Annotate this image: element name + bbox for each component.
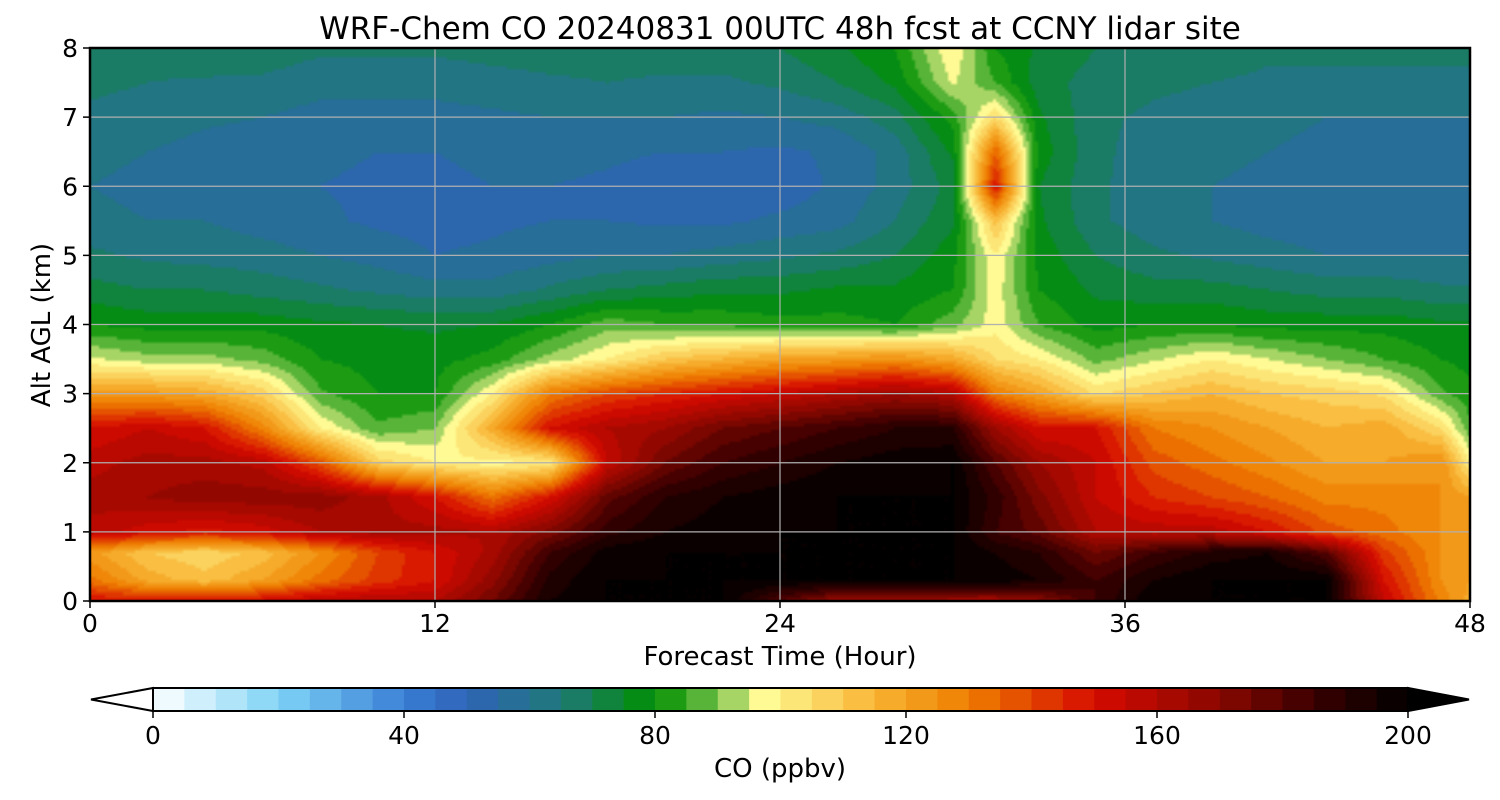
colorbar-level — [811, 688, 844, 711]
colorbar-level — [1282, 688, 1315, 711]
x-tick-label: 0 — [82, 609, 98, 638]
y-tick-label: 4 — [62, 311, 78, 340]
colorbar-extend-high — [1407, 686, 1470, 713]
y-tick-label: 3 — [62, 380, 78, 409]
colorbar-extend-low — [90, 686, 154, 713]
colorbar-level — [1345, 688, 1378, 711]
colorbar-level — [1031, 688, 1064, 711]
colorbar-tick-label: 120 — [882, 721, 930, 750]
colorbar-level — [874, 688, 907, 711]
x-tick-label: 48 — [1454, 609, 1486, 638]
colorbar-level — [215, 688, 248, 711]
colorbar-level — [404, 688, 436, 711]
colorbar-level — [780, 688, 813, 711]
colorbar-level — [1125, 688, 1158, 711]
colorbar-level — [1094, 688, 1127, 711]
colorbar-level — [1000, 688, 1033, 711]
colorbar-level — [466, 688, 499, 711]
colorbar-level — [686, 688, 719, 711]
colorbar-level — [1219, 688, 1252, 711]
x-tick-label: 12 — [419, 609, 451, 638]
colorbar-level — [1313, 688, 1346, 711]
colorbar-level — [1157, 688, 1189, 711]
y-tick-label: 8 — [62, 34, 78, 63]
colorbar-tick-label: 160 — [1133, 721, 1181, 750]
colorbar-level — [498, 688, 531, 711]
x-axis: 0 12 24 36 48 — [82, 601, 1486, 638]
colorbar-segments — [153, 688, 1409, 711]
colorbar-level — [247, 688, 280, 711]
colorbar-level — [968, 688, 1001, 711]
colorbar-tick-label: 80 — [639, 721, 671, 750]
colorbar-level — [843, 688, 876, 711]
colorbar-level — [153, 688, 185, 711]
colorbar-level — [529, 688, 562, 711]
colorbar-level — [1376, 688, 1409, 711]
colorbar-label: CO (ppbv) — [714, 754, 846, 784]
colorbar-tick-label: 0 — [145, 721, 161, 750]
colorbar-level — [184, 688, 217, 711]
chart-title: WRF-Chem CO 20240831 00UTC 48h fcst at C… — [319, 11, 1241, 47]
colorbar-level — [717, 688, 750, 711]
y-tick-label: 6 — [62, 172, 78, 201]
colorbar-frame — [152, 687, 1409, 712]
x-tick-label: 36 — [1109, 609, 1141, 638]
colorbar-level — [655, 688, 687, 711]
colorbar-level — [278, 688, 311, 711]
y-tick-label: 1 — [62, 518, 78, 547]
colorbar-level — [937, 688, 970, 711]
colorbar-level — [309, 688, 342, 711]
colorbar-level — [749, 688, 782, 711]
y-tick-label: 7 — [62, 103, 78, 132]
colorbar-level — [623, 688, 656, 711]
colorbar-ticks: 0 40 80 120 160 200 — [145, 711, 1432, 750]
colorbar-tick-label: 200 — [1384, 721, 1432, 750]
x-tick-label: 24 — [764, 609, 796, 638]
y-axis-label: Alt AGL (km) — [27, 243, 57, 407]
colorbar-level — [1251, 688, 1284, 711]
y-tick-label: 0 — [62, 587, 78, 616]
y-tick-label: 5 — [62, 241, 78, 270]
colorbar-level — [341, 688, 374, 711]
colorbar-level — [560, 688, 593, 711]
colorbar-level — [1188, 688, 1221, 711]
plot-area — [88, 46, 1472, 603]
colorbar-level — [592, 688, 625, 711]
y-tick-label: 2 — [62, 449, 78, 478]
colorbar-level — [906, 688, 938, 711]
colorbar: 0 40 80 120 160 200 CO (ppbv) — [90, 686, 1470, 784]
x-axis-label: Forecast Time (Hour) — [643, 642, 916, 672]
colorbar-level — [435, 688, 468, 711]
y-axis: 0 1 2 3 4 5 6 7 8 — [62, 34, 90, 616]
colorbar-tick-label: 40 — [388, 721, 420, 750]
colorbar-level — [372, 688, 405, 711]
colorbar-level — [1062, 688, 1095, 711]
